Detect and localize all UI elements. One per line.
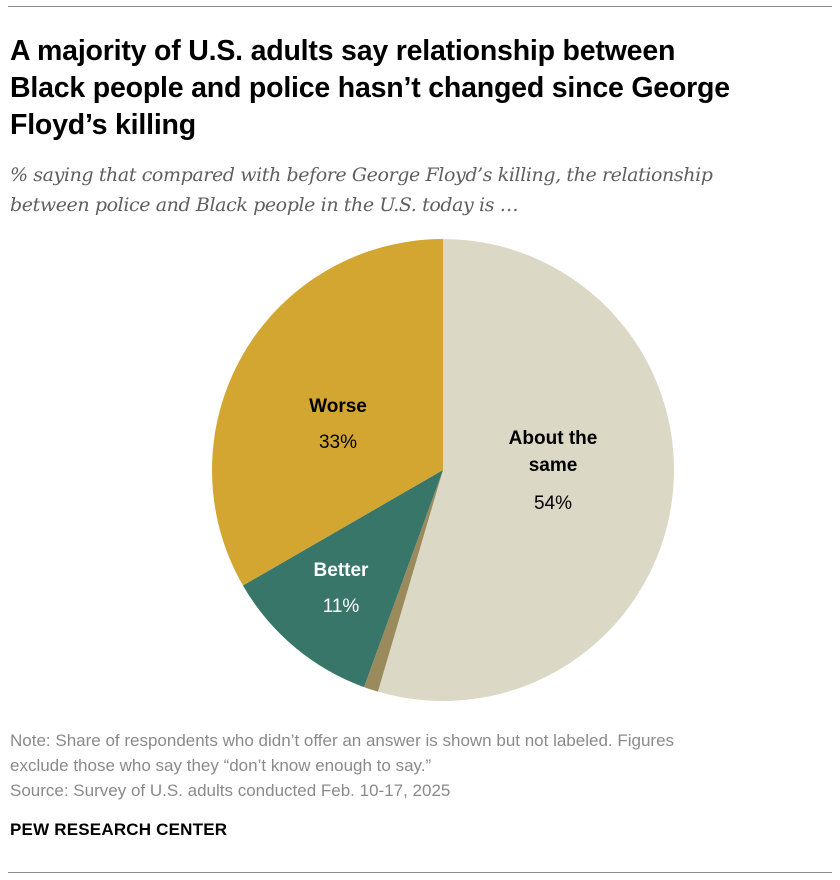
pie-slices xyxy=(212,239,675,701)
note-line: exclude those who say they “don’t know e… xyxy=(10,756,432,775)
chart-title-line: Black people and police hasn’t changed s… xyxy=(10,72,730,104)
brand-logo-text: PEW RESEARCH CENTER xyxy=(10,820,228,839)
slice-value-worse: 33% xyxy=(319,432,357,453)
chart-subtitle-line: between police and Black people in the U… xyxy=(10,194,519,216)
bottom-rule xyxy=(8,872,832,873)
slice-label-same: About the xyxy=(509,428,598,449)
pie-labels: About the same 54% Better 11% Worse 33% xyxy=(309,396,597,617)
note-line: Note: Share of respondents who didn’t of… xyxy=(10,731,675,750)
pie-slice-no-answer xyxy=(363,470,443,692)
slice-value-same: 54% xyxy=(534,493,572,514)
pie-slice-same xyxy=(377,239,675,701)
chart-subtitle: % saying that compared with before Georg… xyxy=(10,160,835,220)
pie-slice-worse xyxy=(212,239,443,586)
slice-label-worse: Worse xyxy=(309,396,367,417)
pie-slice-better xyxy=(242,470,443,688)
chart-title: A majority of U.S. adults say relationsh… xyxy=(10,33,835,144)
slice-value-better: 11% xyxy=(323,596,360,617)
top-rule xyxy=(8,6,832,7)
chart-title-line: A majority of U.S. adults say relationsh… xyxy=(10,35,676,67)
chart-subtitle-line: % saying that compared with before Georg… xyxy=(10,164,713,186)
slice-label-better: Better xyxy=(314,560,370,581)
slice-label-same: same xyxy=(529,455,578,476)
chart-title-line: Floyd’s killing xyxy=(10,109,196,141)
source-line: Source: Survey of U.S. adults conducted … xyxy=(10,781,451,800)
chart-notes: Note: Share of respondents who didn’t of… xyxy=(10,728,835,803)
